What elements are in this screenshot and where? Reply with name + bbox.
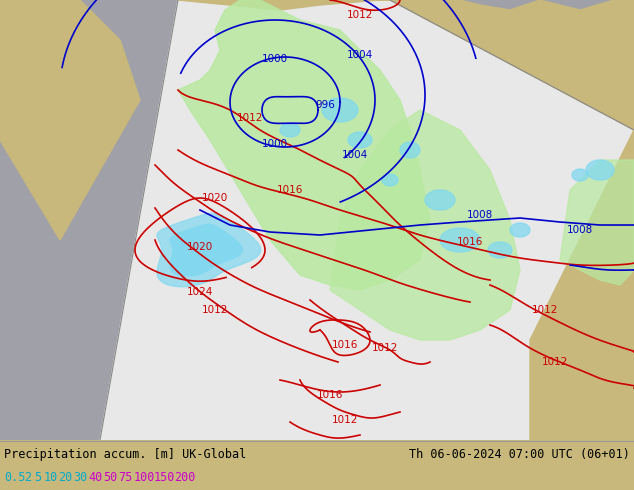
Polygon shape bbox=[488, 242, 512, 258]
Text: 10: 10 bbox=[44, 470, 58, 484]
Text: 1008: 1008 bbox=[567, 225, 593, 235]
Polygon shape bbox=[0, 0, 140, 240]
Text: 1012: 1012 bbox=[202, 305, 228, 315]
Text: 5: 5 bbox=[34, 470, 41, 484]
Polygon shape bbox=[157, 213, 261, 287]
Polygon shape bbox=[178, 0, 634, 130]
Text: 150: 150 bbox=[154, 470, 176, 484]
Text: 200: 200 bbox=[174, 470, 196, 484]
Text: 1016: 1016 bbox=[317, 390, 343, 400]
Text: 1024: 1024 bbox=[187, 287, 213, 297]
Text: 1012: 1012 bbox=[332, 415, 358, 425]
Polygon shape bbox=[280, 123, 300, 137]
Text: 1012: 1012 bbox=[237, 113, 263, 123]
Text: 1000: 1000 bbox=[262, 139, 288, 149]
Text: Th 06-06-2024 07:00 UTC (06+01): Th 06-06-2024 07:00 UTC (06+01) bbox=[409, 447, 630, 461]
Text: 1008: 1008 bbox=[467, 210, 493, 220]
Text: 1016: 1016 bbox=[457, 237, 483, 247]
Text: 1020: 1020 bbox=[202, 193, 228, 203]
Text: 1012: 1012 bbox=[347, 10, 373, 20]
Text: 1016: 1016 bbox=[332, 340, 358, 350]
Text: 20: 20 bbox=[58, 470, 73, 484]
Polygon shape bbox=[382, 174, 398, 186]
Polygon shape bbox=[425, 190, 455, 210]
Text: 1016: 1016 bbox=[277, 185, 303, 195]
Text: 1012: 1012 bbox=[372, 343, 398, 353]
Polygon shape bbox=[440, 228, 480, 252]
Polygon shape bbox=[170, 224, 242, 276]
Polygon shape bbox=[530, 130, 634, 440]
Text: 75: 75 bbox=[119, 470, 133, 484]
Text: 50: 50 bbox=[103, 470, 118, 484]
Text: 40: 40 bbox=[89, 470, 103, 484]
Polygon shape bbox=[510, 223, 530, 237]
Text: 30: 30 bbox=[74, 470, 87, 484]
Text: 1012: 1012 bbox=[542, 357, 568, 367]
Text: 1000: 1000 bbox=[262, 54, 288, 64]
Polygon shape bbox=[178, 0, 430, 290]
Text: 0.5: 0.5 bbox=[4, 470, 25, 484]
Text: 2: 2 bbox=[25, 470, 32, 484]
Polygon shape bbox=[572, 169, 588, 181]
Polygon shape bbox=[330, 110, 520, 340]
Text: Precipitation accum. [m] UK-Global: Precipitation accum. [m] UK-Global bbox=[4, 447, 246, 461]
Text: 996: 996 bbox=[315, 100, 335, 110]
Polygon shape bbox=[0, 0, 634, 440]
Text: 1020: 1020 bbox=[187, 242, 213, 252]
Polygon shape bbox=[322, 98, 358, 122]
Polygon shape bbox=[400, 142, 420, 158]
Polygon shape bbox=[586, 160, 614, 180]
Text: 1012: 1012 bbox=[532, 305, 558, 315]
Text: 100: 100 bbox=[134, 470, 155, 484]
Text: 1004: 1004 bbox=[347, 50, 373, 60]
Text: 1004: 1004 bbox=[342, 150, 368, 160]
Polygon shape bbox=[0, 0, 30, 90]
Polygon shape bbox=[560, 160, 634, 285]
Polygon shape bbox=[348, 132, 372, 148]
Polygon shape bbox=[100, 0, 634, 440]
